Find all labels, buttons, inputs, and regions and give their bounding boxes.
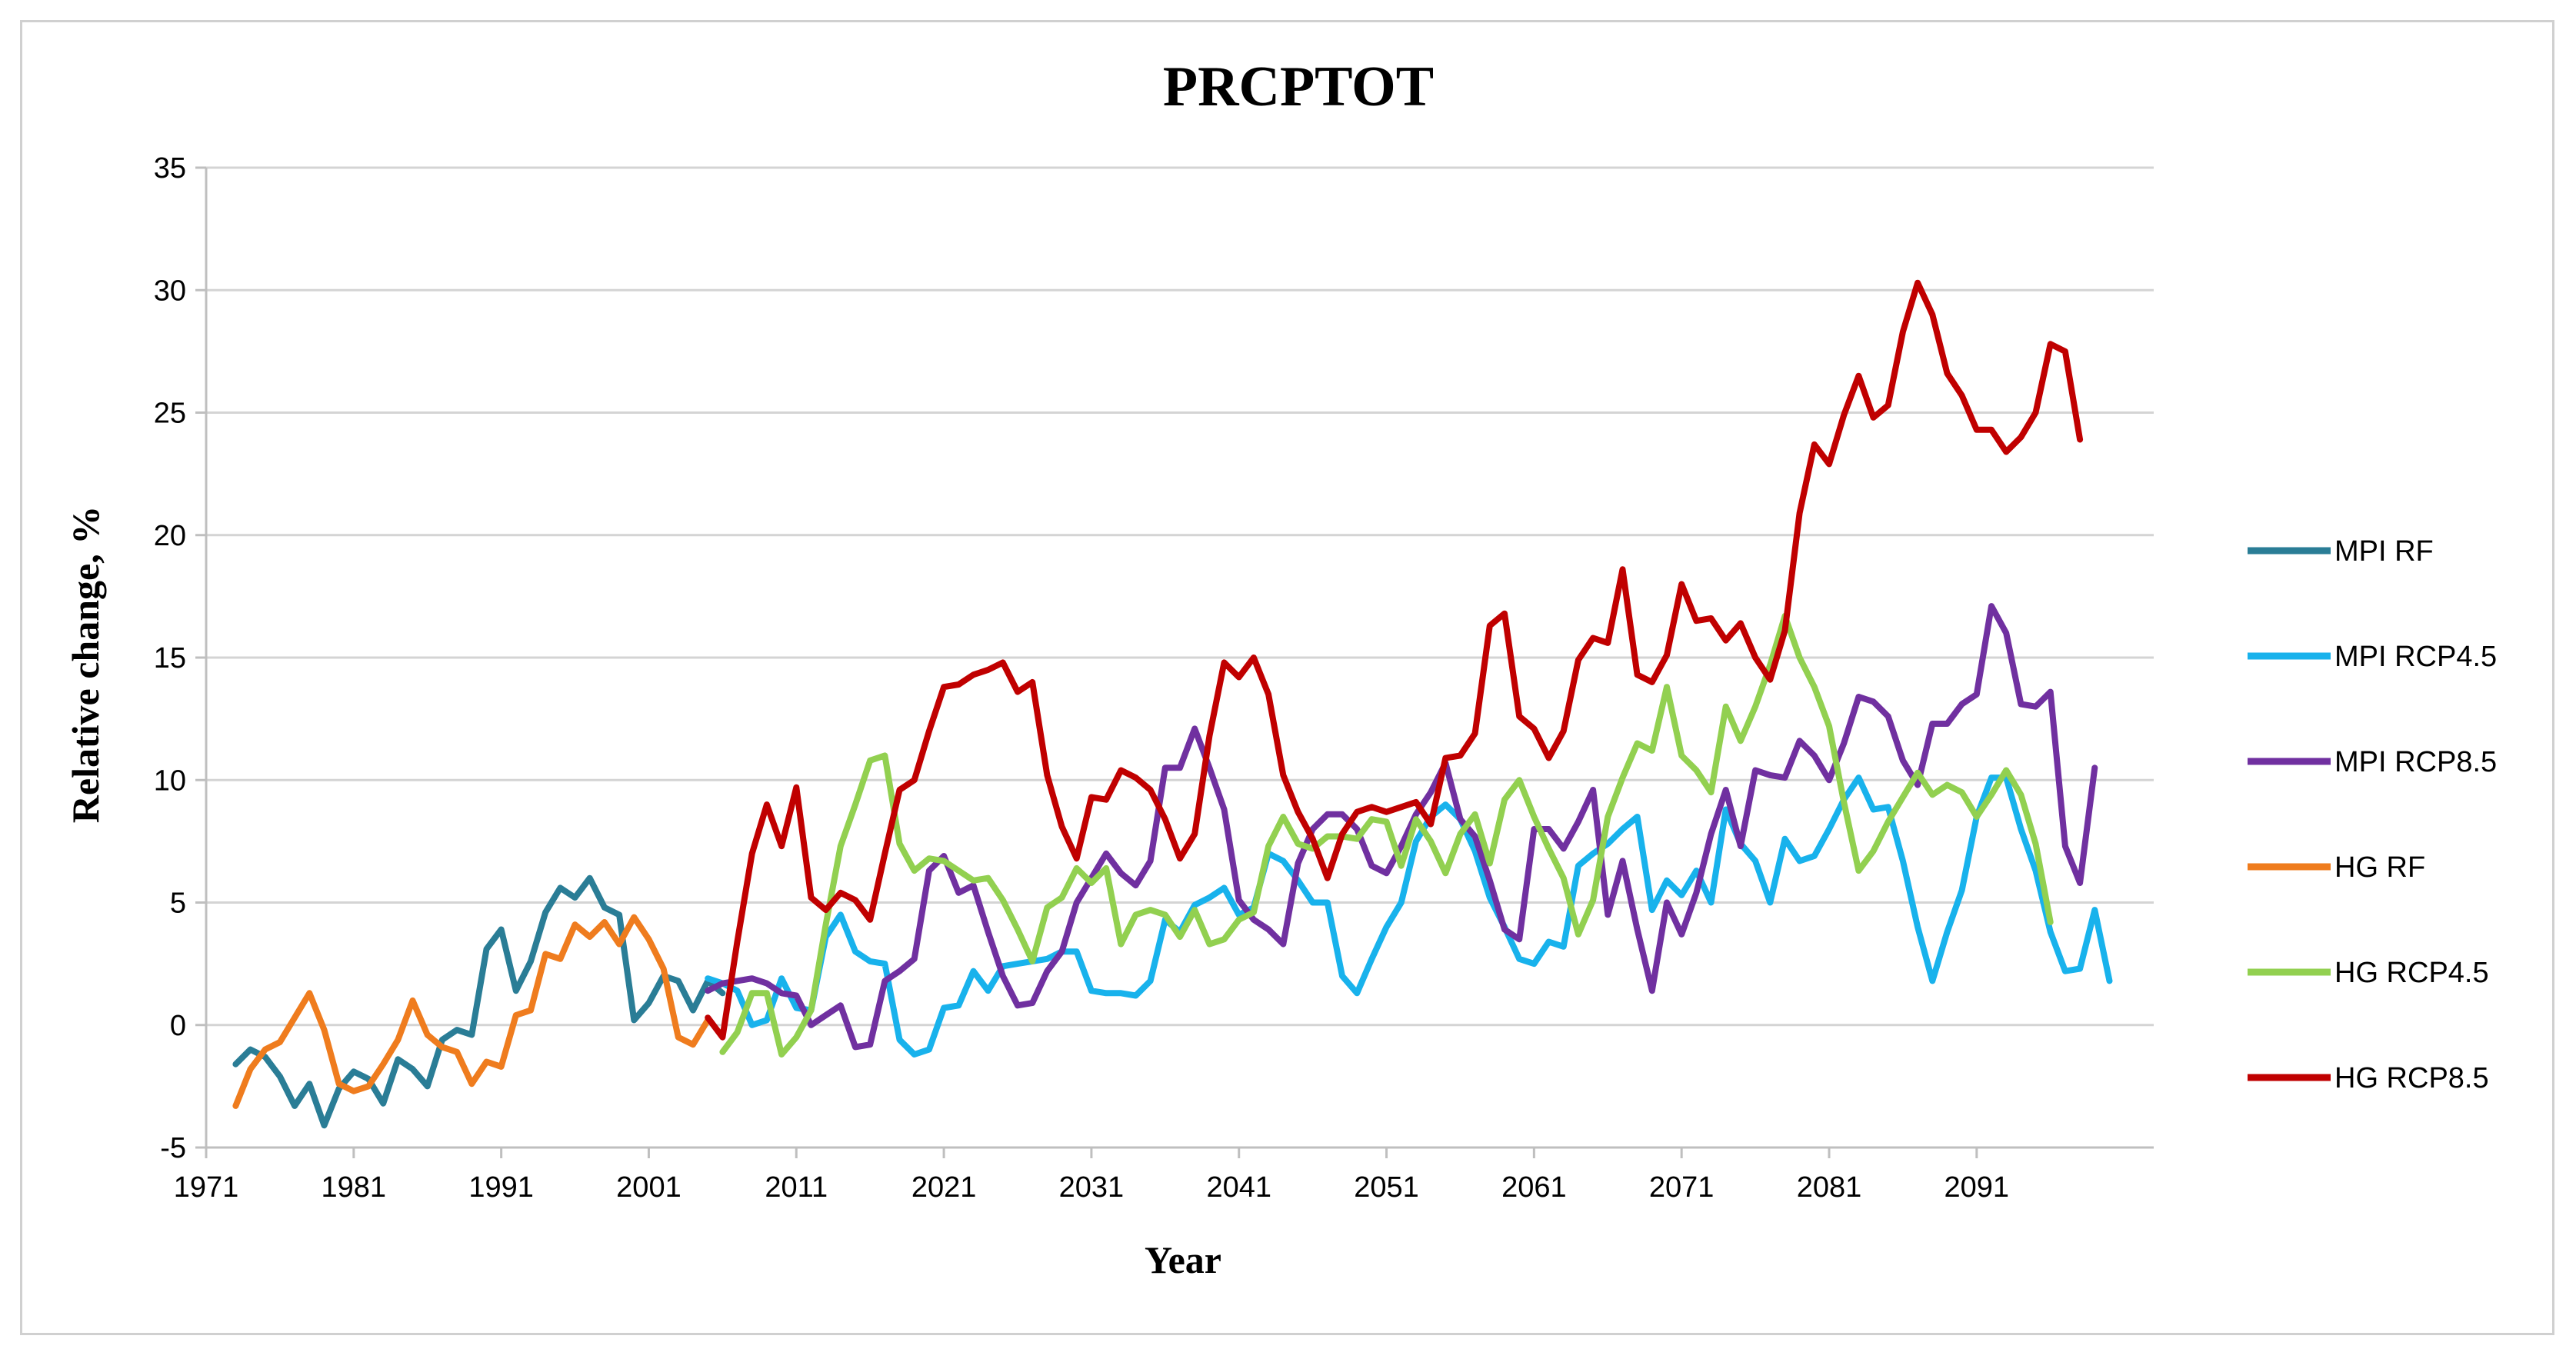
x-tick-label: 2031 — [1059, 1171, 1125, 1204]
x-tick-label: 1971 — [174, 1171, 239, 1204]
y-tick-label: 0 — [170, 1010, 186, 1042]
y-tick-label: 15 — [154, 642, 186, 675]
series-line-hg-rcp8-5 — [705, 279, 2084, 1041]
x-tick-label: 2041 — [1206, 1171, 1271, 1204]
y-tick-label: 5 — [170, 888, 186, 920]
series-line-hg-rf — [232, 914, 711, 1109]
x-tick-label: 2021 — [911, 1171, 977, 1204]
legend-label-hg-rf: HG RF — [2334, 851, 2425, 884]
y-tick-label: -5 — [160, 1132, 186, 1164]
y-tick-label: 20 — [154, 520, 186, 552]
x-tick-label: 1991 — [468, 1171, 534, 1204]
series-line-mpi-rcp4-5 — [705, 774, 2113, 1058]
x-tick-label: 2091 — [1944, 1171, 2010, 1204]
x-axis-title: Year — [1145, 1238, 1221, 1281]
series-line-hg-rcp4-5 — [719, 612, 2054, 1058]
legend-label-mpi-rcp4-5: MPI RCP4.5 — [2334, 641, 2497, 673]
y-tick-label: 25 — [154, 398, 186, 430]
y-tick-label: 30 — [154, 275, 186, 307]
gridlines — [206, 166, 2154, 1149]
legend-label-mpi-rcp8-5: MPI RCP8.5 — [2334, 746, 2497, 778]
legend: MPI RF MPI RCP4.5 MPI RCP8.5 HG RF HG RCP4.5… — [2248, 535, 2497, 1094]
y-axis-title: Relative change, % — [64, 506, 107, 823]
axes: -5 0 5 10 15 20 25 30 35 1971 1981 1991 2001 2011 2021… — [154, 152, 2154, 1204]
x-tick-label: 2081 — [1797, 1171, 1862, 1204]
y-tick-label: 35 — [154, 152, 186, 185]
x-tick-label: 2001 — [616, 1171, 681, 1204]
y-tick-label: 10 — [154, 764, 186, 797]
x-tick-label: 2061 — [1501, 1171, 1567, 1204]
chart-title: PRCPTOT — [1163, 55, 1434, 118]
legend-label-hg-rcp8-5: HG RCP8.5 — [2334, 1062, 2489, 1094]
x-tick-label: 2071 — [1649, 1171, 1715, 1204]
x-tick-label: 2051 — [1354, 1171, 1419, 1204]
legend-label-mpi-rf: MPI RF — [2334, 535, 2434, 568]
legend-label-hg-rcp4-5: HG RCP4.5 — [2334, 957, 2489, 989]
series-lines — [232, 279, 2113, 1129]
x-tick-label: 1981 — [322, 1171, 387, 1204]
x-tick-label: 2011 — [765, 1171, 828, 1204]
series-line-mpi-rf — [232, 874, 726, 1129]
chart-frame — [20, 20, 2554, 1335]
